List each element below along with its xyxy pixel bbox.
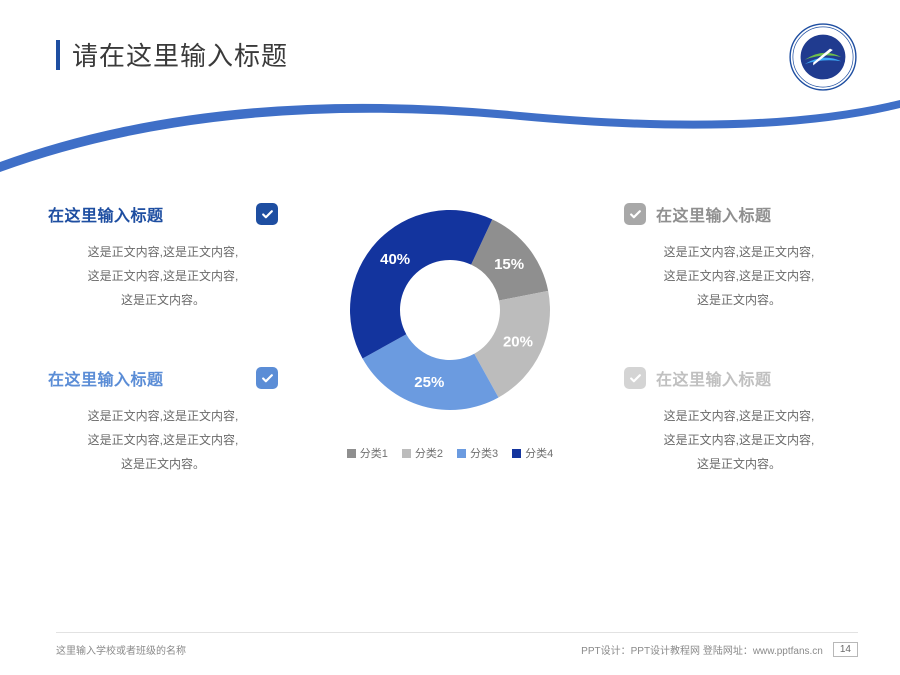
card-body: 这是正文内容,这是正文内容,这是正文内容,这是正文内容,这是正文内容。: [48, 240, 278, 312]
legend-label: 分类3: [470, 445, 498, 461]
footer-right-text: PPT设计：PPT设计教程网 登陆网址：www.pptfans.cn: [581, 642, 823, 657]
title-accent: [56, 40, 60, 70]
footer-left-text: 这里输入学校或者班级的名称: [56, 642, 186, 657]
donut-chart: 15% 20% 25% 40% 分类1 分类2 分类3 分类4: [330, 190, 570, 461]
info-card-bottom-left: 在这里输入标题这是正文内容,这是正文内容,这是正文内容,这是正文内容,这是正文内…: [48, 366, 278, 476]
legend-item: 分类4: [512, 445, 553, 461]
footer: 这里输入学校或者班级的名称 PPT设计：PPT设计教程网 登陆网址：www.pp…: [56, 642, 858, 657]
slice-label: 20%: [503, 334, 533, 351]
card-title: 在这里输入标题: [48, 202, 164, 226]
slice-label: 15%: [494, 256, 524, 273]
legend-item: 分类1: [347, 445, 388, 461]
legend-item: 分类2: [402, 445, 443, 461]
legend-label: 分类2: [415, 445, 443, 461]
donut-slice: [350, 210, 492, 358]
content-area: 在这里输入标题这是正文内容,这是正文内容,这是正文内容,这是正文内容,这是正文内…: [0, 180, 900, 600]
title-bar: 请在这里输入标题: [56, 36, 288, 73]
card-body: 这是正文内容,这是正文内容,这是正文内容,这是正文内容,这是正文内容。: [624, 404, 854, 476]
check-icon: [624, 367, 646, 389]
card-body: 这是正文内容,这是正文内容,这是正文内容,这是正文内容,这是正文内容。: [624, 240, 854, 312]
legend-label: 分类4: [525, 445, 553, 461]
info-card-top-right: 在这里输入标题这是正文内容,这是正文内容,这是正文内容,这是正文内容,这是正文内…: [624, 202, 854, 312]
page-number: 14: [833, 642, 858, 657]
card-title: 在这里输入标题: [656, 366, 772, 390]
check-icon: [624, 203, 646, 225]
info-card-bottom-right: 在这里输入标题这是正文内容,这是正文内容,这是正文内容,这是正文内容,这是正文内…: [624, 366, 854, 476]
legend-label: 分类1: [360, 445, 388, 461]
card-body: 这是正文内容,这是正文内容,这是正文内容,这是正文内容,这是正文内容。: [48, 404, 278, 476]
school-logo: [788, 22, 858, 92]
slice-label: 25%: [414, 374, 444, 391]
legend-swatch: [402, 449, 411, 458]
slice-label: 40%: [380, 251, 410, 268]
check-icon: [256, 367, 278, 389]
chart-legend: 分类1 分类2 分类3 分类4: [330, 445, 570, 461]
check-icon: [256, 203, 278, 225]
card-title: 在这里输入标题: [48, 366, 164, 390]
footer-divider: [56, 632, 858, 633]
info-card-top-left: 在这里输入标题这是正文内容,这是正文内容,这是正文内容,这是正文内容,这是正文内…: [48, 202, 278, 312]
legend-swatch: [347, 449, 356, 458]
legend-swatch: [512, 449, 521, 458]
page-title: 请在这里输入标题: [72, 36, 288, 73]
decorative-swoosh: [0, 72, 900, 182]
legend-swatch: [457, 449, 466, 458]
card-title: 在这里输入标题: [656, 202, 772, 226]
legend-item: 分类3: [457, 445, 498, 461]
